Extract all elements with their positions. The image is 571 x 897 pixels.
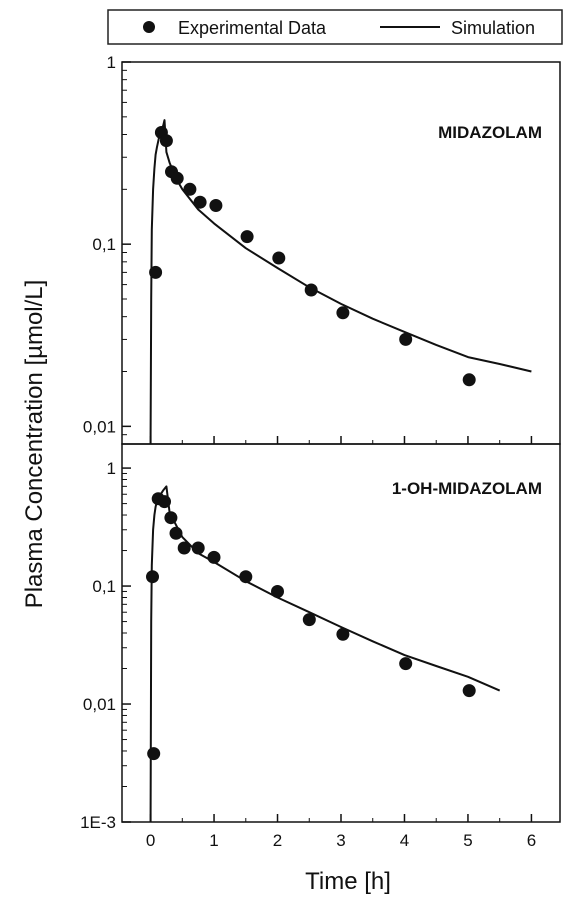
data-point (193, 195, 207, 209)
y-tick-label: 0,01 (83, 417, 116, 436)
x-tick-label: 5 (463, 831, 472, 850)
x-tick-label: 4 (400, 831, 409, 850)
data-point (169, 526, 183, 540)
x-tick-label: 1 (209, 831, 218, 850)
data-point (164, 511, 178, 525)
legend-label-simulation: Simulation (451, 18, 535, 38)
y-tick-label: 1 (107, 53, 116, 72)
data-point (271, 585, 284, 598)
data-point (399, 657, 413, 671)
data-point (304, 283, 318, 297)
data-point (159, 134, 173, 148)
y-tick-label: 1 (107, 459, 116, 478)
y-tick-label: 1E-3 (80, 813, 116, 832)
panel-title: MIDAZOLAM (438, 123, 542, 142)
legend: Experimental Data Simulation (107, 9, 563, 45)
data-point (191, 541, 205, 555)
data-point (462, 373, 476, 387)
y-tick-label: 0,1 (92, 235, 116, 254)
panel-title: 1-OH-MIDAZOLAM (392, 479, 542, 498)
data-point (302, 613, 316, 627)
x-tick-label: 0 (146, 831, 155, 850)
data-point (209, 199, 223, 212)
data-point (239, 570, 253, 584)
y-axis-title: Plasma Concentration [µmol/L] (21, 280, 48, 609)
data-point (170, 171, 184, 185)
series-layer (146, 485, 501, 822)
panel-1-oh-midazolam: 1-OH-MIDAZOLAM 1E-3 0,01 0,1 1 (80, 443, 561, 832)
x-ticks (149, 814, 533, 822)
y-tick-label: 0,1 (92, 577, 116, 596)
legend-box (107, 9, 563, 45)
data-point (399, 332, 413, 346)
data-point (207, 550, 221, 564)
data-point (336, 627, 350, 641)
simulation-line (149, 485, 501, 822)
x-ticks (149, 436, 533, 444)
data-point (158, 495, 171, 509)
data-point (146, 570, 159, 584)
data-point (240, 230, 254, 244)
data-point (272, 251, 286, 265)
series-layer (149, 119, 532, 444)
data-point (149, 265, 163, 279)
simulation-line (149, 119, 532, 444)
x-tick-label: 6 (527, 831, 536, 850)
data-point (183, 182, 197, 196)
y-ticks: 1E-3 0,01 0,1 1 (80, 459, 131, 832)
legend-label-experimental: Experimental Data (178, 18, 327, 38)
y-ticks: 0,01 0,1 1 (83, 53, 131, 445)
x-tick-labels: 0 1 2 3 4 5 6 (146, 831, 536, 850)
panel-midazolam: MIDAZOLAM 0,01 0,1 1 (83, 53, 561, 445)
x-tick-label: 2 (273, 831, 282, 850)
x-axis-title: Time [h] (305, 868, 391, 895)
y-tick-label: 0,01 (83, 695, 116, 714)
data-point (336, 306, 350, 320)
legend-marker-experimental (143, 21, 155, 33)
data-point (462, 684, 476, 698)
panel-frame (121, 61, 561, 445)
data-point (177, 541, 191, 555)
x-tick-label: 3 (336, 831, 345, 850)
data-point (147, 747, 161, 761)
